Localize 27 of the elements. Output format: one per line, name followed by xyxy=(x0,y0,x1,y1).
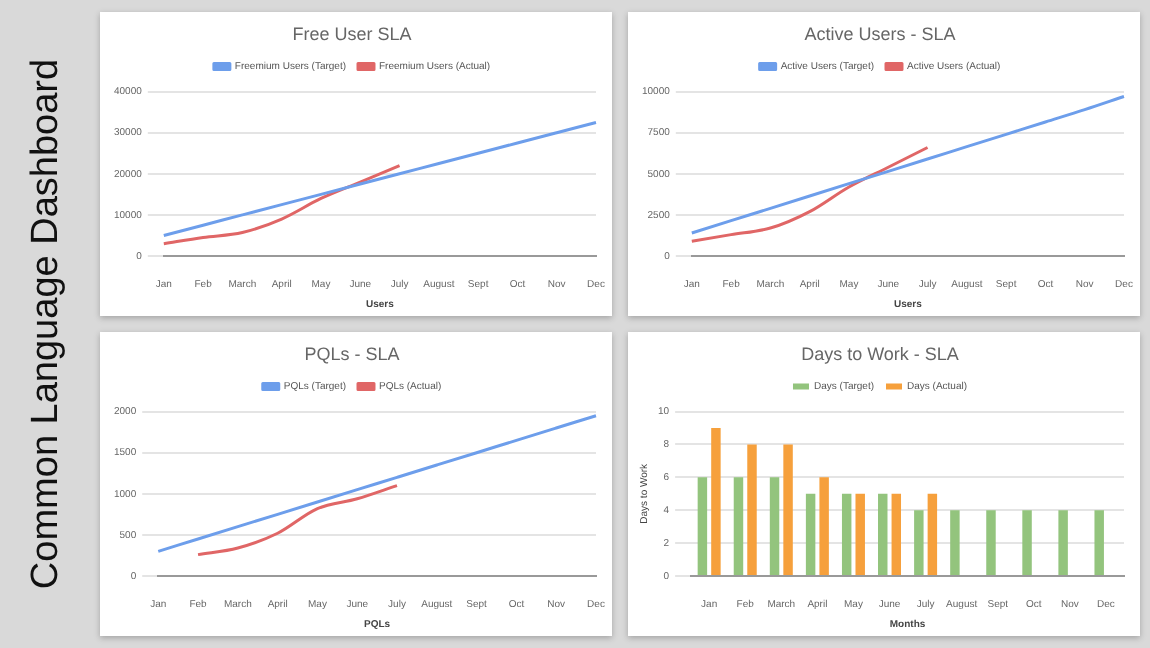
chart-title: Days to Work - SLA xyxy=(801,343,959,364)
bar xyxy=(986,510,996,575)
line-series xyxy=(196,484,399,557)
bar xyxy=(950,510,960,575)
line-series xyxy=(162,164,402,246)
bar xyxy=(697,477,708,575)
chart-title: PQLs - SLA xyxy=(304,343,400,364)
bar xyxy=(769,477,780,575)
bar xyxy=(841,493,852,575)
bar xyxy=(747,444,757,575)
bar xyxy=(855,493,865,575)
bar xyxy=(733,477,744,575)
bar xyxy=(1094,510,1104,575)
bar xyxy=(805,493,816,575)
bar xyxy=(914,510,924,575)
line-series xyxy=(690,146,930,243)
text: Common Language Dashboard xyxy=(26,58,70,590)
bar xyxy=(1058,510,1068,575)
chart-title: Active Users - SLA xyxy=(804,23,956,44)
bar xyxy=(1022,510,1032,575)
bar xyxy=(711,428,721,575)
bar xyxy=(783,444,793,575)
bar xyxy=(819,477,829,575)
chart-title: Free User SLA xyxy=(292,23,412,44)
bar xyxy=(891,493,902,575)
bar xyxy=(927,493,938,575)
bar xyxy=(878,493,888,575)
